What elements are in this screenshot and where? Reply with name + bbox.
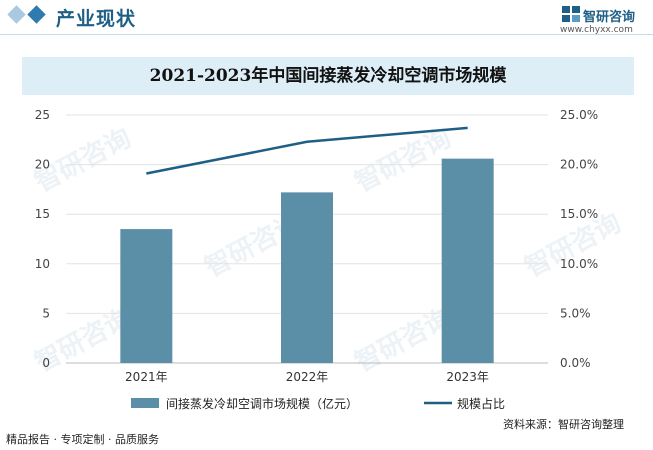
legend-label-bar: 间接蒸发冷却空调市场规模（亿元） (166, 396, 358, 411)
chart-title: 2021-2023年中国间接蒸发冷却空调市场规模 (149, 66, 507, 86)
footer-source: 资料来源：智研咨询整理 (503, 416, 624, 432)
y-left-tick-label: 0 (42, 356, 50, 370)
chart-title-band: 2021-2023年中国间接蒸发冷却空调市场规模 (22, 57, 634, 95)
legend-swatch-bar (131, 398, 159, 408)
diamond-icon (7, 5, 26, 24)
page-header: 产业现状 智研咨询 www.chyxx.com (0, 0, 653, 40)
footer-tagline: 精品报告 · 专项定制 · 品质服务 (6, 433, 159, 446)
bar (441, 158, 494, 363)
y-right-tick-label: 5.0% (560, 306, 591, 320)
bar (281, 192, 333, 363)
y-right-tick-label: 15.0% (560, 207, 598, 221)
x-tick-label: 2022年 (286, 370, 329, 384)
logo-text: 智研咨询 (583, 10, 636, 25)
logo-url: www.chyxx.com (560, 25, 633, 35)
x-tick-label: 2021年 (125, 370, 168, 384)
y-left-tick-label: 25 (35, 108, 50, 122)
y-right-tick-label: 10.0% (560, 257, 598, 271)
y-left-tick-label: 5 (42, 306, 50, 320)
y-right-tick-label: 25.0% (560, 108, 598, 122)
legend-label-line: 规模占比 (457, 396, 505, 411)
y-left-tick-label: 20 (35, 158, 50, 172)
y-right-tick-label: 20.0% (560, 158, 598, 172)
source-value: 智研咨询整理 (558, 418, 624, 431)
y-left-tick-label: 10 (35, 257, 50, 271)
line-series-path (146, 126, 468, 175)
bar (120, 229, 173, 363)
zhiyan-logo-icon (562, 6, 580, 26)
section-title: 产业现状 (56, 8, 137, 30)
x-tick-label: 2023年 (446, 370, 489, 384)
y-right-tick-label: 0.0% (560, 356, 591, 370)
header-divider (0, 34, 653, 35)
y-left-tick-label: 15 (35, 207, 50, 221)
chart-area: 0 5 10 15 20 25 0.0% 5.0% 10.0% 15.0% 20.0% 25.0% 20… (35, 108, 598, 411)
source-label: 资料来源： (503, 418, 558, 431)
diamond-icon (27, 5, 46, 24)
